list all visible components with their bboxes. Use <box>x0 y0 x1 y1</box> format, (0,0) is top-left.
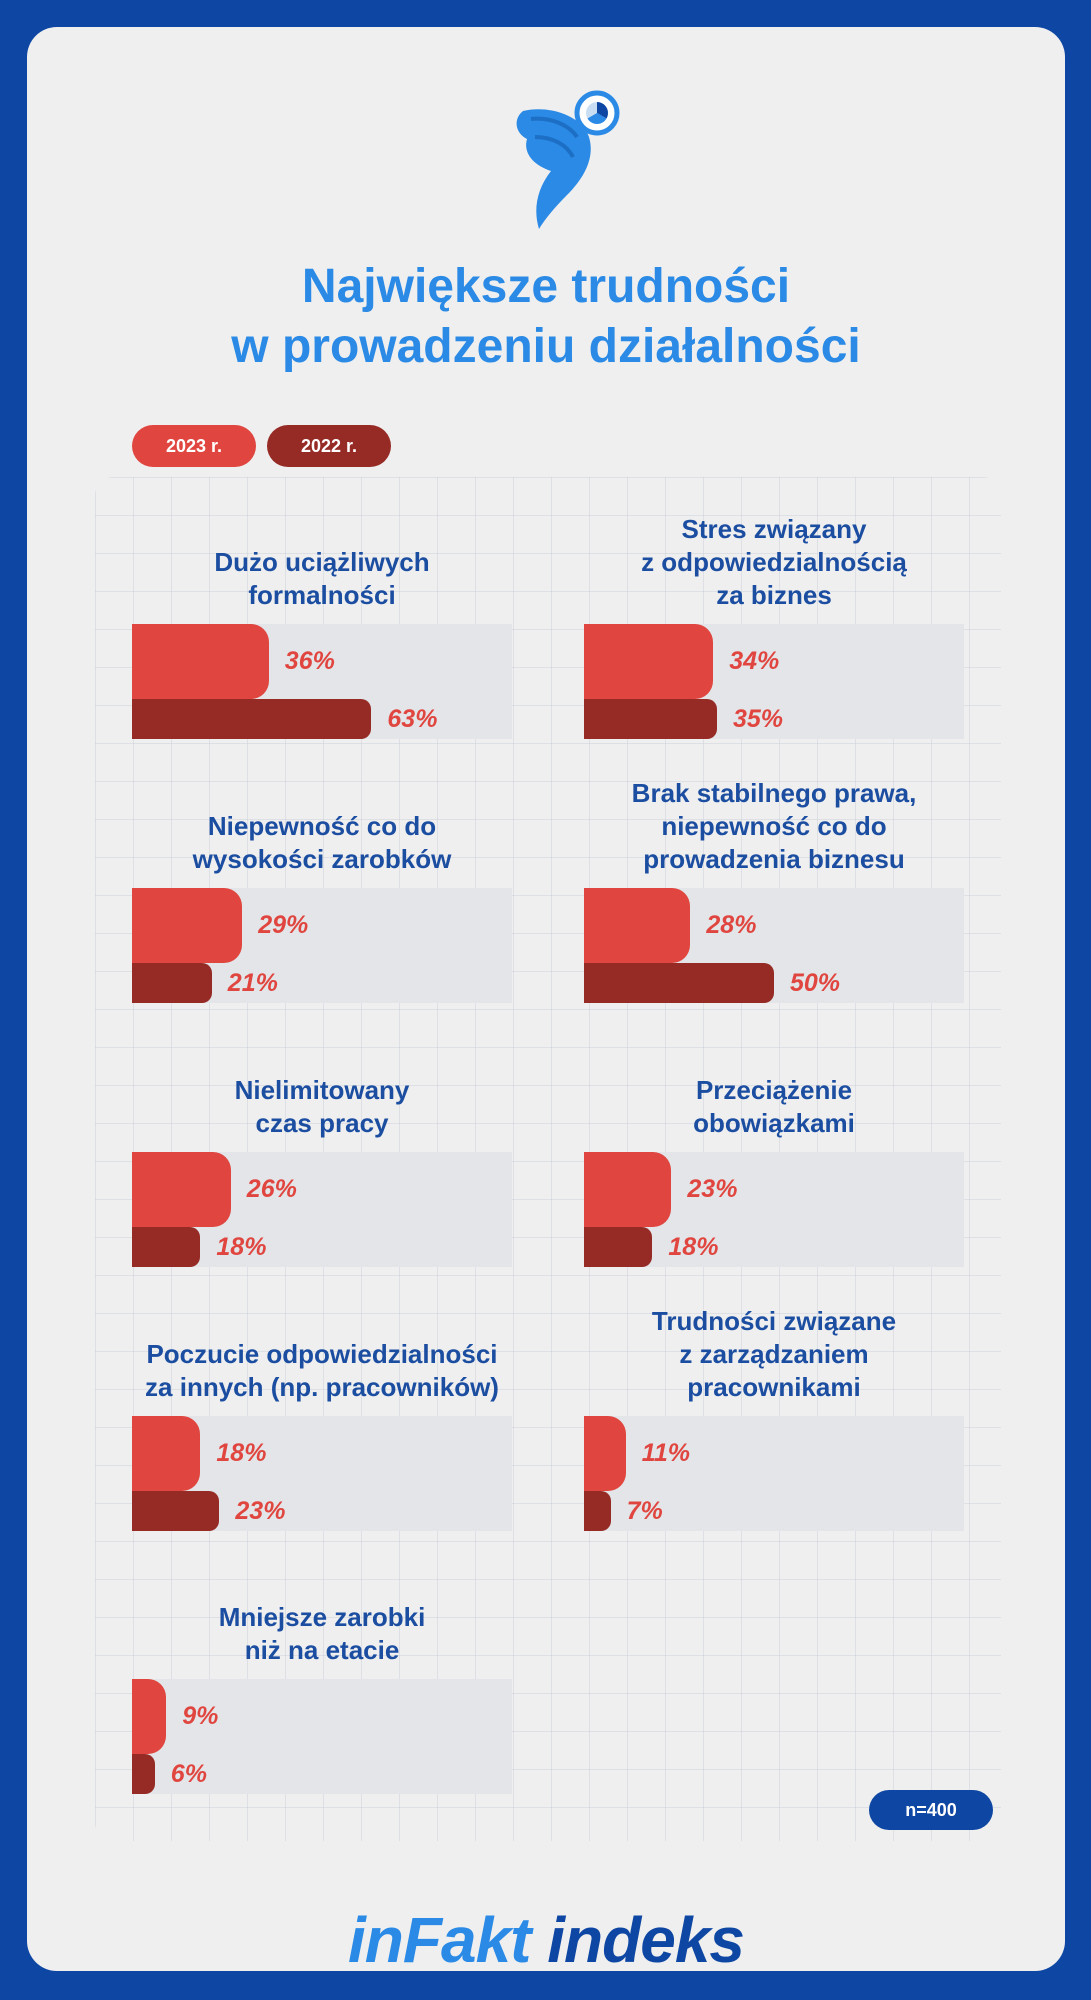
item-label: Przeciążenie obowiązkami <box>554 1074 994 1140</box>
value-label-2023: 36% <box>284 647 335 675</box>
title-line: Największe trudności <box>301 260 791 313</box>
bar-2023 <box>584 1416 626 1491</box>
value-label-2022: 35% <box>733 705 784 733</box>
legend-2022: 2022 r. <box>267 425 391 467</box>
item-label-line: Mniejsze zarobki <box>218 1602 426 1632</box>
item-label-line: Dużo uciążliwych <box>214 547 430 577</box>
bar-track: 36% 63% <box>132 624 512 739</box>
item-label-line: pracownikami <box>687 1372 861 1402</box>
bar-2023 <box>132 1416 201 1491</box>
bar-track: 28% 50% <box>584 888 964 1003</box>
item-label-line: Niepewność co do <box>207 811 437 841</box>
item-label-line: Stres związany <box>681 514 867 544</box>
sample-size-badge: n=400 <box>869 1790 993 1830</box>
value-label-2022: 50% <box>790 969 841 997</box>
item-label-line: wysokości zarobków <box>192 844 452 874</box>
page-title: Największe trudności w prowadzeniu dział… <box>27 257 1065 377</box>
item-label-line: za biznes <box>716 580 832 610</box>
bar-track: 23% 18% <box>584 1152 964 1267</box>
bar-2023 <box>584 624 714 699</box>
item-label-line: Przeciążenie <box>695 1075 853 1105</box>
item-label: Nielimitowany czas pracy <box>102 1074 542 1140</box>
value-label-2023: 18% <box>216 1439 267 1467</box>
title-line: w prowadzeniu działalności <box>231 320 861 373</box>
bar-2022 <box>132 1754 155 1794</box>
item-label-line: z odpowiedzialnością <box>641 547 907 577</box>
value-label-2023: 9% <box>182 1702 219 1730</box>
bar-2022 <box>584 963 774 1003</box>
item-label-line: Nielimitowany <box>234 1075 410 1105</box>
bar-track: 9% 6% <box>132 1679 512 1794</box>
value-label-2023: 23% <box>687 1175 738 1203</box>
bar-track: 18% 23% <box>132 1416 512 1531</box>
bar-2022 <box>132 1227 201 1267</box>
bar-2022 <box>132 963 212 1003</box>
bar-2022 <box>132 1491 220 1531</box>
bar-2023 <box>584 888 691 963</box>
bar-track: 11% 7% <box>584 1416 964 1531</box>
legend-2023: 2023 r. <box>132 425 256 467</box>
item-label-line: niepewność co do <box>661 811 887 841</box>
bar-track: 26% 18% <box>132 1152 512 1267</box>
bar-track: 29% 21% <box>132 888 512 1003</box>
bar-2023 <box>132 888 243 963</box>
value-label-2022: 18% <box>668 1233 719 1261</box>
item-label: Brak stabilnego prawa, niepewność co do pr… <box>554 777 994 876</box>
bar-track: 34% 35% <box>584 624 964 739</box>
item-label-line: formalności <box>248 580 396 610</box>
item-label-line: Brak stabilnego prawa, <box>631 778 917 808</box>
value-label-2022: 6% <box>170 1760 207 1788</box>
value-label-2022: 23% <box>235 1497 286 1525</box>
item-label: Mniejsze zarobki niż na etacie <box>102 1601 542 1667</box>
value-label-2023: 34% <box>729 647 780 675</box>
item-label: Poczucie odpowiedzialności za innych (np.… <box>102 1338 542 1404</box>
item-label-line: za innych (np. pracowników) <box>145 1372 499 1402</box>
item-label-line: prowadzenia biznesu <box>643 844 905 874</box>
bar-2023 <box>132 1152 231 1227</box>
item-label: Stres związany z odpowiedzialnością za biz… <box>554 513 994 612</box>
value-label-2023: 11% <box>641 1439 690 1467</box>
value-label-2022: 63% <box>387 705 438 733</box>
value-label-2022: 18% <box>216 1233 267 1261</box>
infographic-card: Największe trudności w prowadzeniu dział… <box>27 27 1065 1971</box>
brand-logo: inFakt indeks <box>27 1902 1065 1971</box>
value-label-2022: 7% <box>626 1497 663 1525</box>
item-label-line: Trudności związane <box>651 1306 897 1336</box>
bar-2023 <box>584 1152 672 1227</box>
item-label: Dużo uciążliwych formalności <box>102 546 542 612</box>
bar-2022 <box>584 1491 611 1531</box>
item-label-line: obowiązkami <box>693 1108 855 1138</box>
value-label-2023: 29% <box>258 911 309 939</box>
brand-logo-indeks: indeks <box>530 1904 745 1971</box>
item-label: Trudności związane z zarządzaniem pracowni… <box>554 1305 994 1404</box>
value-label-2022: 21% <box>227 969 278 997</box>
brand-logo-infakt: inFakt <box>348 1904 531 1971</box>
bar-2023 <box>132 624 269 699</box>
item-label-line: czas pracy <box>255 1108 389 1138</box>
bar-2022 <box>132 699 372 739</box>
bar-2022 <box>584 699 717 739</box>
item-label-line: niż na etacie <box>244 1635 400 1665</box>
item-label-line: Poczucie odpowiedzialności <box>146 1339 498 1369</box>
value-label-2023: 28% <box>706 911 757 939</box>
item-label-line: z zarządzaniem <box>679 1339 869 1369</box>
bar-2023 <box>132 1679 167 1754</box>
wing-clock-icon <box>497 67 647 237</box>
value-label-2023: 26% <box>246 1175 297 1203</box>
bar-2022 <box>584 1227 653 1267</box>
item-label: Niepewność co do wysokości zarobków <box>102 810 542 876</box>
